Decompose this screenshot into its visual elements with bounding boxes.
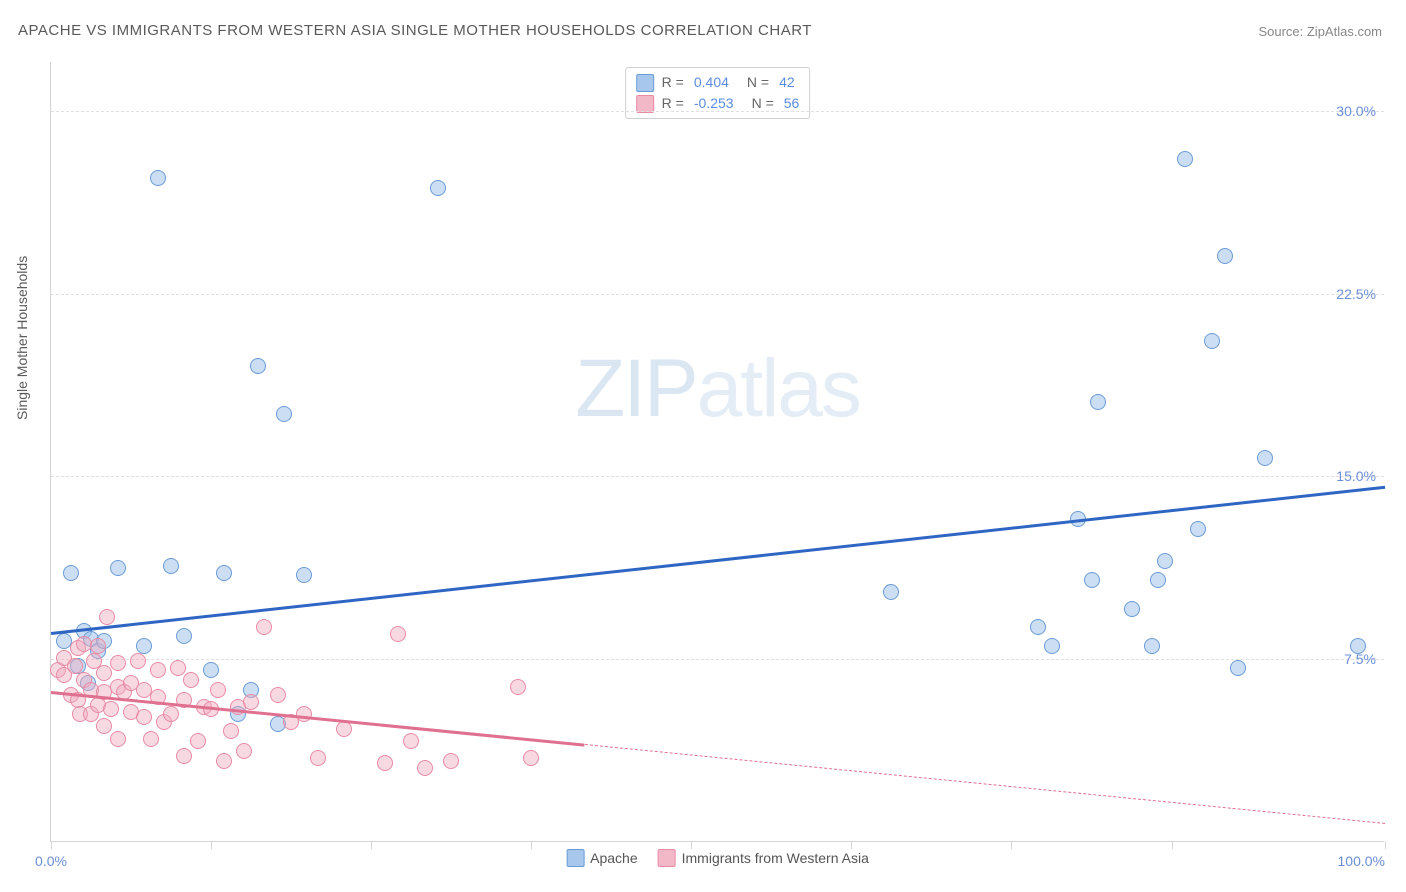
data-point [143, 731, 159, 747]
data-point [523, 750, 539, 766]
y-tick-label: 30.0% [1336, 103, 1376, 119]
data-point [150, 662, 166, 678]
x-tick-label: 100.0% [1338, 853, 1385, 869]
data-point [1124, 601, 1140, 617]
chart-title: APACHE VS IMMIGRANTS FROM WESTERN ASIA S… [18, 22, 812, 39]
chart-plot-area: ZIPatlas R =0.404 N =42 R =-0.253 N =56 … [50, 62, 1384, 842]
data-point [130, 653, 146, 669]
data-point [136, 638, 152, 654]
data-point [1190, 521, 1206, 537]
data-point [430, 180, 446, 196]
series-legend: Apache Immigrants from Western Asia [566, 849, 869, 867]
data-point [203, 662, 219, 678]
x-tick [51, 841, 52, 849]
data-point [1090, 394, 1106, 410]
data-point [276, 406, 292, 422]
data-point [1044, 638, 1060, 654]
data-point [96, 718, 112, 734]
data-point [99, 609, 115, 625]
source-attribution: Source: ZipAtlas.com [1258, 24, 1382, 39]
y-tick-label: 15.0% [1336, 468, 1376, 484]
data-point [1030, 619, 1046, 635]
data-point [270, 687, 286, 703]
y-axis-label: Single Mother Households [14, 256, 30, 420]
gridline [51, 111, 1384, 112]
data-point [443, 753, 459, 769]
data-point [103, 701, 119, 717]
data-point [403, 733, 419, 749]
data-point [190, 733, 206, 749]
data-point [243, 694, 259, 710]
x-tick-label: 0.0% [35, 853, 67, 869]
data-point [1150, 572, 1166, 588]
data-point [210, 682, 226, 698]
x-tick [1172, 841, 1173, 849]
data-point [110, 560, 126, 576]
x-tick [1385, 841, 1386, 849]
trend-line [585, 744, 1385, 824]
data-point [223, 723, 239, 739]
x-tick [211, 841, 212, 849]
gridline [51, 476, 1384, 477]
data-point [256, 619, 272, 635]
x-tick [691, 841, 692, 849]
data-point [236, 743, 252, 759]
data-point [1230, 660, 1246, 676]
data-point [296, 567, 312, 583]
data-point [163, 558, 179, 574]
data-point [170, 660, 186, 676]
x-tick [851, 841, 852, 849]
swatch-blue-icon [636, 74, 654, 92]
data-point [510, 679, 526, 695]
swatch-pink-icon [658, 849, 676, 867]
legend-item-western-asia: Immigrants from Western Asia [658, 849, 869, 867]
data-point [136, 709, 152, 725]
data-point [377, 755, 393, 771]
x-tick [1011, 841, 1012, 849]
data-point [1204, 333, 1220, 349]
data-point [1177, 151, 1193, 167]
data-point [250, 358, 266, 374]
data-point [183, 672, 199, 688]
data-point [90, 638, 106, 654]
trend-line [51, 486, 1385, 635]
watermark: ZIPatlas [575, 342, 860, 436]
data-point [67, 658, 83, 674]
gridline [51, 294, 1384, 295]
gridline [51, 659, 1384, 660]
data-point [1144, 638, 1160, 654]
data-point [110, 731, 126, 747]
data-point [110, 655, 126, 671]
data-point [883, 584, 899, 600]
data-point [216, 565, 232, 581]
data-point [163, 706, 179, 722]
data-point [1157, 553, 1173, 569]
data-point [176, 628, 192, 644]
data-point [296, 706, 312, 722]
data-point [1350, 638, 1366, 654]
x-tick [531, 841, 532, 849]
legend-item-apache: Apache [566, 849, 637, 867]
data-point [417, 760, 433, 776]
data-point [310, 750, 326, 766]
y-tick-label: 22.5% [1336, 286, 1376, 302]
data-point [1257, 450, 1273, 466]
swatch-blue-icon [566, 849, 584, 867]
data-point [176, 748, 192, 764]
data-point [150, 170, 166, 186]
data-point [216, 753, 232, 769]
data-point [63, 565, 79, 581]
legend-row-apache: R =0.404 N =42 [636, 72, 800, 93]
x-tick [371, 841, 372, 849]
data-point [336, 721, 352, 737]
data-point [1084, 572, 1100, 588]
data-point [390, 626, 406, 642]
data-point [1217, 248, 1233, 264]
